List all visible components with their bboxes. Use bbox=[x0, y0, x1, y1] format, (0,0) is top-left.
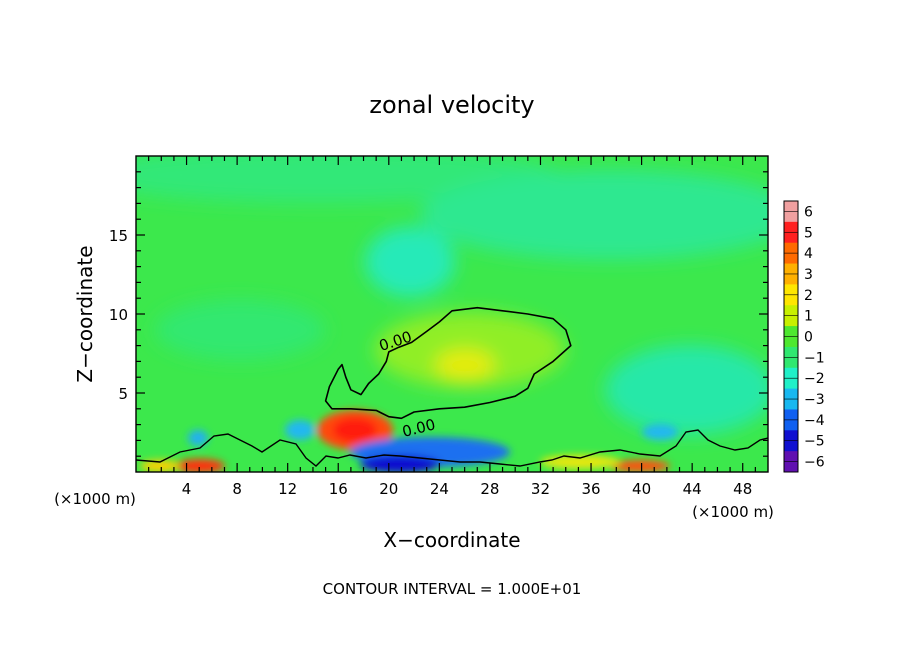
colorbar-label: 4 bbox=[804, 246, 813, 262]
x-tick-label: 24 bbox=[430, 480, 449, 498]
y-tick-label: 15 bbox=[109, 227, 128, 245]
colorbar-label: −2 bbox=[804, 371, 825, 387]
field-blob bbox=[365, 227, 455, 297]
field-blob bbox=[605, 345, 768, 435]
x-tick-label: 40 bbox=[632, 480, 651, 498]
x-unit-right: (×1000 m) bbox=[692, 503, 774, 521]
colorbar: 6 5 4 3 2 1 0 −1 −2 −3 −4 −5 −6 bbox=[783, 200, 825, 473]
x-tick-label: 4 bbox=[182, 480, 192, 498]
colorbar-label: 3 bbox=[804, 267, 813, 283]
x-tick-label: 20 bbox=[379, 480, 398, 498]
colorbar-label: −4 bbox=[804, 413, 825, 429]
field-blob bbox=[140, 460, 180, 472]
field-blob bbox=[610, 460, 670, 472]
field-blob bbox=[420, 170, 768, 260]
colorbar-label: −3 bbox=[804, 392, 825, 408]
chart-title: zonal velocity bbox=[369, 91, 534, 119]
x-tick-label: 12 bbox=[278, 480, 297, 498]
field-blob bbox=[155, 300, 325, 360]
x-tick-label: 28 bbox=[480, 480, 499, 498]
field-blob bbox=[333, 418, 377, 442]
field-blob bbox=[175, 459, 225, 472]
x-tick-label: 48 bbox=[733, 480, 752, 498]
contour-surface-line bbox=[136, 429, 768, 467]
contour-zero-line bbox=[324, 306, 572, 420]
field-blob bbox=[188, 430, 208, 446]
colorbar-label: −1 bbox=[804, 350, 825, 366]
field-blob bbox=[435, 349, 495, 381]
field-blob bbox=[642, 424, 678, 440]
y-axis: 5 10 15 bbox=[109, 171, 768, 457]
y-axis-label: Z−coordinate bbox=[73, 245, 97, 382]
x-axis: 4 8 12 16 20 24 28 32 36 40 44 48 bbox=[148, 156, 756, 498]
contour-lines bbox=[136, 306, 768, 467]
colorbar-label: 2 bbox=[804, 288, 813, 304]
contour-interval-note: CONTOUR INTERVAL = 1.000E+01 bbox=[323, 580, 582, 598]
y-tick-label: 10 bbox=[109, 306, 128, 324]
colorbar-label: −6 bbox=[804, 455, 825, 471]
field-blob bbox=[540, 455, 620, 469]
x-tick-label: 36 bbox=[581, 480, 600, 498]
heatmap-field bbox=[136, 156, 768, 472]
colorbar-label: −5 bbox=[804, 434, 825, 450]
x-axis-label: X−coordinate bbox=[383, 528, 520, 552]
x-tick-label: 32 bbox=[531, 480, 550, 498]
colorbar-label: 0 bbox=[804, 330, 813, 346]
colorbar-label: 1 bbox=[804, 309, 813, 325]
colorbar-label: 5 bbox=[804, 225, 813, 241]
colorbar-label: 6 bbox=[804, 204, 813, 220]
x-tick-label: 16 bbox=[329, 480, 348, 498]
x-tick-label: 8 bbox=[232, 480, 242, 498]
field-blob bbox=[360, 455, 440, 472]
x-tick-label: 44 bbox=[683, 480, 702, 498]
field-blob bbox=[285, 420, 315, 440]
x-unit-left: (×1000 m) bbox=[54, 490, 136, 508]
y-tick-label: 5 bbox=[118, 385, 128, 403]
